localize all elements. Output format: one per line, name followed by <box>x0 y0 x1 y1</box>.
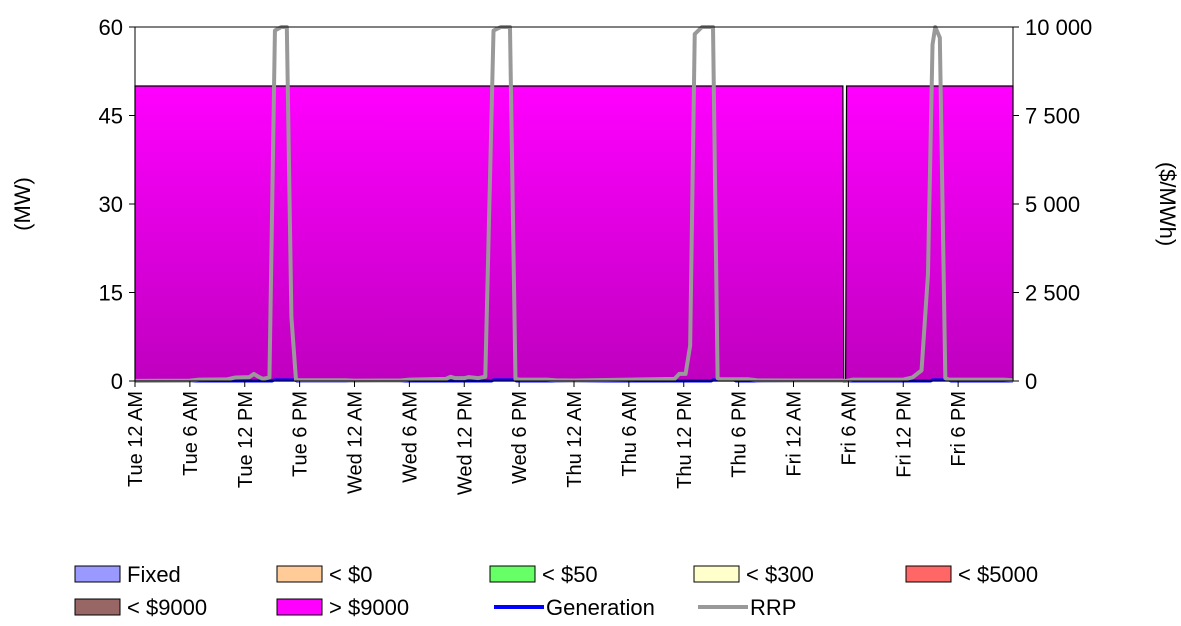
legend-item-9000: < $9000 <box>74 595 207 620</box>
legend-label: Fixed <box>127 562 181 587</box>
legend-swatch <box>276 598 323 616</box>
x-axis-tick-label: Fri 12 PM <box>893 391 915 478</box>
legend-item-50: < $50 <box>489 562 598 587</box>
x-axis-tick-label: Tue 12 AM <box>125 391 147 487</box>
x-axis-tick-label: Thu 12 PM <box>674 391 696 489</box>
right-axis-tick-label: 10 000 <box>1025 15 1092 40</box>
x-axis-tick-label: Fri 6 AM <box>838 391 860 465</box>
legend-swatch <box>489 565 536 583</box>
legend-item-9000: > $9000 <box>276 595 409 620</box>
legend-swatch <box>74 598 121 616</box>
legend-label: < $5000 <box>958 562 1038 587</box>
left-axis-title: (MW) <box>10 177 35 231</box>
x-axis-tick-label: Wed 12 AM <box>345 391 367 494</box>
right-axis-tick-label: 7 500 <box>1025 104 1080 129</box>
x-axis-tick-label: Thu 12 AM <box>564 391 586 488</box>
legend-label: Generation <box>546 595 655 620</box>
x-axis-tick-label: Wed 6 PM <box>509 391 531 484</box>
left-axis-tick-label: 60 <box>99 15 123 40</box>
legend-item-fixed: Fixed <box>74 562 181 587</box>
x-axis-tick-label: Fri 12 AM <box>784 391 806 477</box>
legend-swatch <box>276 565 323 583</box>
legend-item-0: < $0 <box>276 562 372 587</box>
legend-label: < $0 <box>329 562 372 587</box>
x-axis-tick-label: Tue 12 PM <box>235 391 257 488</box>
legend-swatch <box>693 565 740 583</box>
right-axis-tick-label: 0 <box>1025 369 1037 394</box>
area-9000 <box>134 85 1014 382</box>
x-axis-tick-label: Fri 6 PM <box>948 391 970 467</box>
x-axis-tick-label: Thu 6 PM <box>729 391 751 478</box>
left-axis-tick-label: 0 <box>111 369 123 394</box>
area-layer <box>134 85 1014 382</box>
x-axis-tick-label: Wed 6 AM <box>399 391 421 483</box>
line-rrp <box>134 25 1014 383</box>
legend-item-300: < $300 <box>693 562 814 587</box>
legend-item-rrp: RRP <box>698 595 796 620</box>
legend-label: > $9000 <box>329 595 409 620</box>
legend-swatch <box>74 565 121 583</box>
legend-swatch <box>905 565 952 583</box>
x-axis-tick-label: Tue 6 AM <box>180 391 202 476</box>
legend: Fixed < $0 < $50 < $300 < $5000 < $9000 > $900… <box>74 562 1038 620</box>
left-axis-tick-label: 30 <box>99 192 123 217</box>
legend-item-5000: < $5000 <box>905 562 1038 587</box>
right-axis-title: ($/MWh) <box>1155 162 1180 246</box>
legend-item-generation: Generation <box>494 595 655 620</box>
legend-label: < $300 <box>746 562 814 587</box>
legend-label: RRP <box>750 595 796 620</box>
legend-label: < $50 <box>542 562 598 587</box>
right-axis-tick-label: 2 500 <box>1025 281 1080 306</box>
left-axis-tick-label: 15 <box>99 281 123 306</box>
x-axis-tick-label: Tue 6 PM <box>290 391 312 477</box>
left-axis-tick-label: 45 <box>99 104 123 129</box>
right-axis-tick-label: 5 000 <box>1025 192 1080 217</box>
x-axis-tick-label: Thu 6 AM <box>619 391 641 477</box>
legend-label: < $9000 <box>127 595 207 620</box>
x-axis-tick-label: Wed 12 PM <box>454 391 476 495</box>
axes-layer: 0 15 30 45 60 0 2 500 5 000 7 500 10 000 (MW) ($/MW… <box>10 15 1180 495</box>
